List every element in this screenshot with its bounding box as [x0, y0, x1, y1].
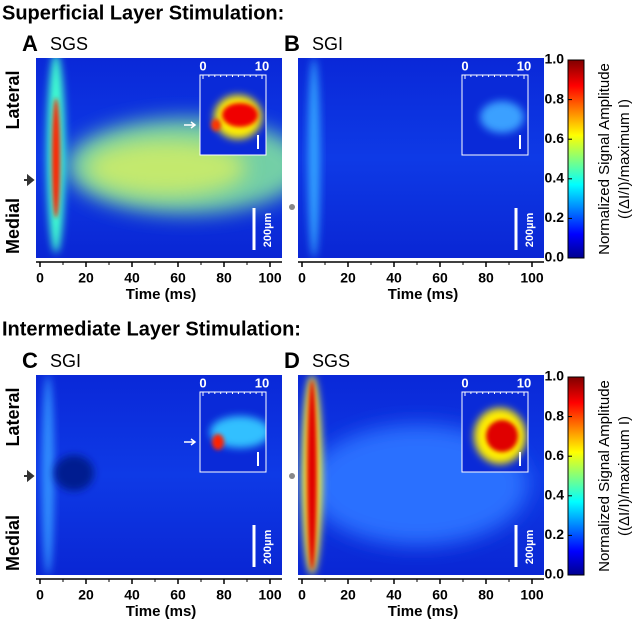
location-arrow	[24, 173, 35, 187]
section-title: Superficial Layer Stimulation:	[2, 2, 284, 24]
x-axis-title: Time (ms)	[388, 286, 459, 303]
x-tick-label: 20	[340, 587, 356, 603]
inset-core	[486, 420, 518, 452]
inset-tick-label: 0	[199, 58, 206, 73]
panel-letter: B	[284, 31, 300, 56]
lateral-label: Lateral	[3, 387, 23, 446]
x-tick-label: 0	[298, 270, 306, 286]
medial-label: Medial	[3, 515, 23, 571]
inset-core	[222, 103, 258, 127]
x-tick-label: 40	[386, 270, 402, 286]
x-tick-label: 100	[520, 270, 544, 286]
x-tick-label: 80	[478, 587, 494, 603]
scale-bar-label: 200µm	[262, 213, 274, 248]
inset-core	[211, 119, 221, 131]
inset-arrow	[184, 438, 197, 446]
scale-bar-label: 200µm	[524, 530, 536, 565]
x-tick-label: 20	[78, 270, 94, 286]
inset-tick-label: 10	[517, 58, 531, 73]
colorbar-tick-label: 0.8	[545, 90, 565, 106]
x-axis-title: Time (ms)	[126, 603, 197, 620]
x-tick-label: 0	[36, 587, 44, 603]
colorbar-title: Normalized Signal Amplitude	[596, 380, 613, 572]
inset	[462, 75, 528, 155]
location-arrow	[24, 469, 35, 483]
inset	[200, 75, 266, 155]
x-tick-label: 100	[258, 270, 282, 286]
inset-glow	[210, 416, 266, 448]
inset-tick-label: 0	[461, 375, 468, 390]
colorbar-tick-label: 0.6	[545, 130, 565, 146]
colorbar-tick-label: 0.4	[545, 487, 565, 503]
inset-tick-label: 0	[461, 58, 468, 73]
colorbar-tick-label: 0.8	[545, 407, 565, 423]
x-tick-label: 20	[78, 587, 94, 603]
x-axis-title: Time (ms)	[126, 286, 197, 303]
panel-letter: C	[22, 348, 38, 373]
inset-arrow	[184, 121, 197, 129]
x-tick-label: 60	[432, 587, 448, 603]
section-title: Intermediate Layer Stimulation:	[2, 318, 301, 340]
x-tick-label: 20	[340, 270, 356, 286]
inset-tick-label: 10	[255, 375, 269, 390]
inset-core	[212, 434, 224, 450]
location-dot	[289, 204, 295, 210]
inset	[200, 392, 266, 472]
panel-letter: D	[284, 348, 300, 373]
panel-label: SGI	[312, 34, 343, 54]
x-tick-label: 100	[258, 587, 282, 603]
x-tick-label: 60	[432, 270, 448, 286]
medial-label: Medial	[3, 198, 23, 254]
colorbar	[567, 59, 585, 259]
inset-tick-label: 10	[517, 375, 531, 390]
x-tick-label: 80	[478, 270, 494, 286]
stripe-glow	[308, 58, 320, 258]
colorbar-tick-label: 0.4	[545, 170, 565, 186]
x-tick-label: 0	[36, 270, 44, 286]
panel-label: SGS	[50, 34, 88, 54]
x-tick-label: 0	[298, 587, 306, 603]
lateral-label: Lateral	[3, 70, 23, 129]
x-tick-label: 60	[170, 587, 186, 603]
x-tick-label: 80	[216, 270, 232, 286]
scale-bar-label: 200µm	[524, 213, 536, 248]
location-dot	[289, 473, 295, 479]
inset	[462, 392, 528, 472]
colorbar-subtitle: ((ΔI/I)/maximum I)	[616, 99, 633, 219]
colorbar-tick-label: 1.0	[545, 51, 565, 67]
x-tick-label: 40	[386, 587, 402, 603]
dark-spot	[54, 455, 94, 491]
x-tick-label: 60	[170, 270, 186, 286]
inset-glow	[480, 101, 524, 133]
stripe-core	[52, 98, 60, 218]
colorbar-title: Normalized Signal Amplitude	[596, 63, 613, 255]
inset-tick-label: 10	[255, 58, 269, 73]
colorbar-tick-label: 0.6	[545, 447, 565, 463]
colorbar-subtitle: ((ΔI/I)/maximum I)	[616, 416, 633, 536]
x-tick-label: 80	[216, 587, 232, 603]
colorbar-tick-label: 0.2	[545, 526, 565, 542]
x-tick-label: 100	[520, 587, 544, 603]
x-tick-label: 40	[124, 587, 140, 603]
colorbar	[567, 376, 585, 576]
stripe-glow	[42, 375, 54, 575]
colorbar-tick-label: 0.0	[545, 566, 565, 582]
colorbar-tick-label: 0.0	[545, 249, 565, 265]
panel-letter: A	[22, 31, 38, 56]
colorbar-tick-label: 1.0	[545, 368, 565, 384]
colorbar-tick-label: 0.2	[545, 209, 565, 225]
panel-label: SGI	[50, 351, 81, 371]
x-tick-label: 40	[124, 270, 140, 286]
panel-label: SGS	[312, 351, 350, 371]
scale-bar-label: 200µm	[262, 530, 274, 565]
x-axis-title: Time (ms)	[388, 603, 459, 620]
stripe-core	[307, 380, 317, 570]
inset-tick-label: 0	[199, 375, 206, 390]
